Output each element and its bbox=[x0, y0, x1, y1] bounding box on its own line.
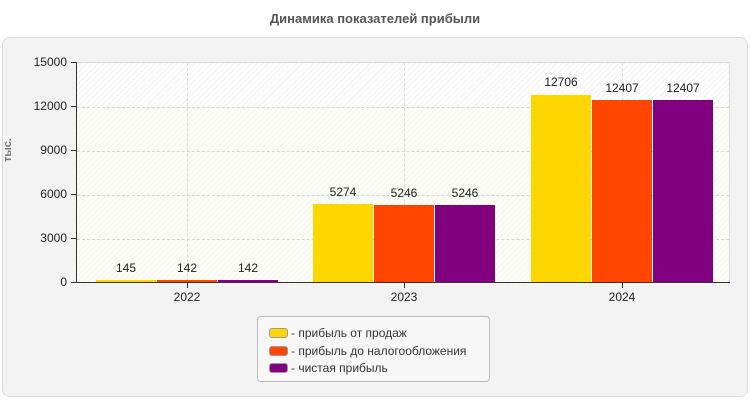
y-axis bbox=[76, 62, 77, 282]
bar-2022-pretax bbox=[157, 280, 217, 282]
y-tick-label-6000: 6000 bbox=[40, 187, 67, 201]
x-tick bbox=[187, 283, 188, 288]
bar-2024-sales bbox=[531, 95, 591, 282]
legend-item-pretax[interactable]: - прибыль до налогообложения bbox=[269, 344, 466, 358]
value-label: 142 bbox=[237, 261, 259, 275]
vgrid-2022 bbox=[187, 63, 188, 282]
legend-swatch-sales bbox=[269, 328, 288, 338]
legend-item-net[interactable]: - чистая прибыль bbox=[269, 361, 388, 375]
y-tick-label-9000: 9000 bbox=[40, 143, 67, 157]
x-tick bbox=[404, 283, 405, 288]
legend-item-sales[interactable]: - прибыль от продаж bbox=[269, 326, 407, 340]
gridline-9000 bbox=[77, 151, 729, 152]
value-label: 5274 bbox=[329, 185, 357, 199]
bar-2024-net bbox=[653, 100, 713, 282]
x-label-2023: 2023 bbox=[390, 290, 418, 304]
bar-2022-sales bbox=[96, 280, 156, 282]
legend-label: - прибыль до налогообложения bbox=[291, 344, 467, 358]
y-tick-label-0: 0 bbox=[60, 275, 67, 289]
value-label: 5246 bbox=[390, 186, 418, 200]
value-label: 12407 bbox=[666, 81, 700, 95]
y-tick-label-15000: 15000 bbox=[33, 55, 67, 69]
y-tick bbox=[71, 194, 76, 195]
value-label: 142 bbox=[176, 261, 198, 275]
y-tick bbox=[71, 282, 76, 283]
x-label-2024: 2024 bbox=[608, 290, 636, 304]
y-tick-label-3000: 3000 bbox=[40, 231, 67, 245]
bar-2023-sales bbox=[313, 204, 373, 282]
y-tick bbox=[71, 62, 76, 63]
y-tick-label-12000: 12000 bbox=[33, 99, 67, 113]
bar-2024-pretax bbox=[592, 100, 652, 282]
legend-label: - чистая прибыль bbox=[291, 361, 388, 375]
x-label-2022: 2022 bbox=[173, 290, 201, 304]
chart-title: Динамика показателей прибыли bbox=[269, 11, 481, 26]
value-label: 12706 bbox=[544, 75, 578, 89]
legend-label: - прибыль от продаж bbox=[291, 326, 407, 340]
y-tick bbox=[71, 238, 76, 239]
x-axis bbox=[76, 282, 730, 283]
value-label: 5246 bbox=[451, 186, 479, 200]
bar-2023-net bbox=[435, 205, 495, 282]
value-label: 12407 bbox=[605, 81, 639, 95]
x-tick bbox=[622, 283, 623, 288]
y-tick bbox=[71, 150, 76, 151]
vgrid-2023 bbox=[404, 63, 405, 282]
legend-swatch-pretax bbox=[269, 346, 288, 356]
gridline-12000 bbox=[77, 107, 729, 108]
legend-swatch-net bbox=[269, 363, 288, 373]
gridline-6000 bbox=[77, 195, 729, 196]
bar-2022-net bbox=[218, 280, 278, 282]
y-tick bbox=[71, 106, 76, 107]
value-label: 145 bbox=[115, 261, 137, 275]
bar-2023-pretax bbox=[374, 205, 434, 282]
legend: - прибыль от продаж - прибыль до налогоо… bbox=[257, 316, 490, 382]
